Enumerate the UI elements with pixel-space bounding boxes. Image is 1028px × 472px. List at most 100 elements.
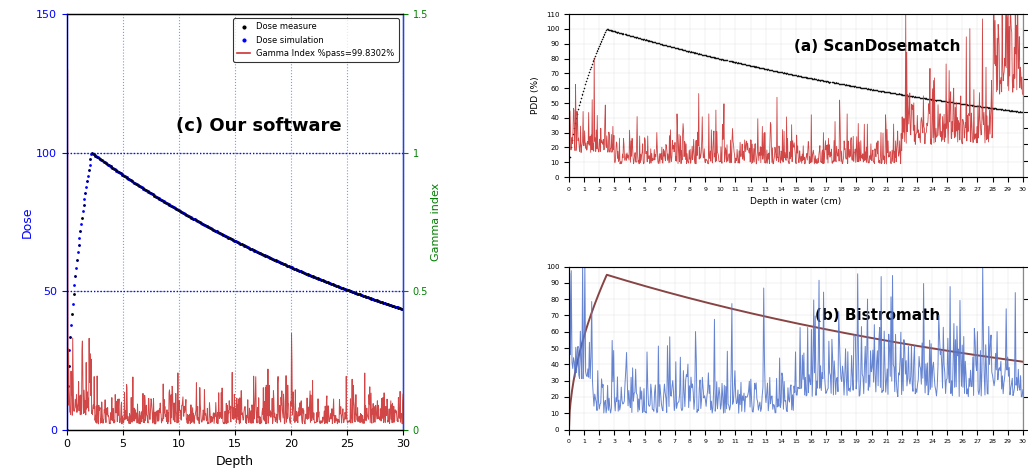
Point [798,74,814,82]
Point [101,161,117,169]
Point [360,294,376,301]
Point [953,100,969,108]
Point [620,32,636,39]
Point [75,208,91,215]
Point [775,69,792,76]
Point [709,54,726,61]
Point [386,303,402,310]
Point [617,31,633,38]
Point [101,161,117,169]
Point [658,42,674,49]
Point [986,105,1002,112]
Point [686,49,702,56]
Point [982,104,998,111]
Point [980,103,996,111]
Point [125,179,142,186]
Point [757,65,773,73]
Point [367,296,383,303]
Point [587,52,603,59]
Point [244,245,260,253]
Point [571,101,587,109]
Point [913,94,929,101]
Point [912,94,928,101]
Point [828,79,844,87]
Point [929,96,946,104]
Point [722,57,738,65]
Point [180,212,196,219]
Point [783,70,800,78]
Point [983,104,999,112]
Point [331,283,347,291]
Point [80,167,97,174]
Point [1006,107,1023,114]
Point [758,65,774,73]
Point [883,89,900,97]
Point [350,290,366,298]
Point [908,93,924,101]
Point [364,295,380,303]
Point [892,90,909,98]
Point [60,382,76,390]
Point [795,73,811,81]
Point [253,250,269,258]
Point [902,92,918,100]
Point [63,321,79,329]
Point [993,106,1009,113]
Point [242,244,258,252]
Point [605,27,622,34]
Point [733,60,749,67]
Point [926,96,943,103]
Point [183,214,199,221]
Point [965,102,982,110]
Point [583,63,599,70]
Point [811,76,828,84]
Point [853,84,870,92]
Point [391,304,407,312]
Point [725,58,741,65]
Point [615,30,631,37]
Point [323,280,339,287]
Point [342,287,359,295]
Point [125,178,142,185]
Point [646,39,662,46]
Point [221,234,237,242]
Point [947,99,963,107]
Point [103,163,119,170]
Point [995,106,1012,113]
Point [317,278,333,285]
Point [843,82,859,90]
Point [287,265,303,273]
Point [609,28,625,36]
Point [775,69,792,76]
Point [216,232,232,239]
Point [251,249,267,257]
Point [963,101,980,109]
Point [835,80,851,88]
Point [864,86,880,93]
Point [109,168,125,175]
Point [916,94,932,102]
Point [70,249,86,256]
Point [376,300,393,307]
Point [203,225,219,232]
Point [191,218,208,226]
Point [976,103,992,111]
Point [354,291,370,299]
Point [765,67,781,74]
Point [112,169,128,177]
Point [618,31,634,38]
Point [779,70,796,77]
Point [181,212,197,220]
Point [255,251,271,258]
Point [574,91,590,98]
Point [794,73,810,80]
Point [282,263,298,270]
Point [727,59,743,66]
Point [1011,108,1027,115]
Point [70,241,86,249]
Point [592,40,609,47]
Point [567,115,584,122]
Point [797,74,813,81]
Point [153,196,170,203]
Point [754,65,770,72]
